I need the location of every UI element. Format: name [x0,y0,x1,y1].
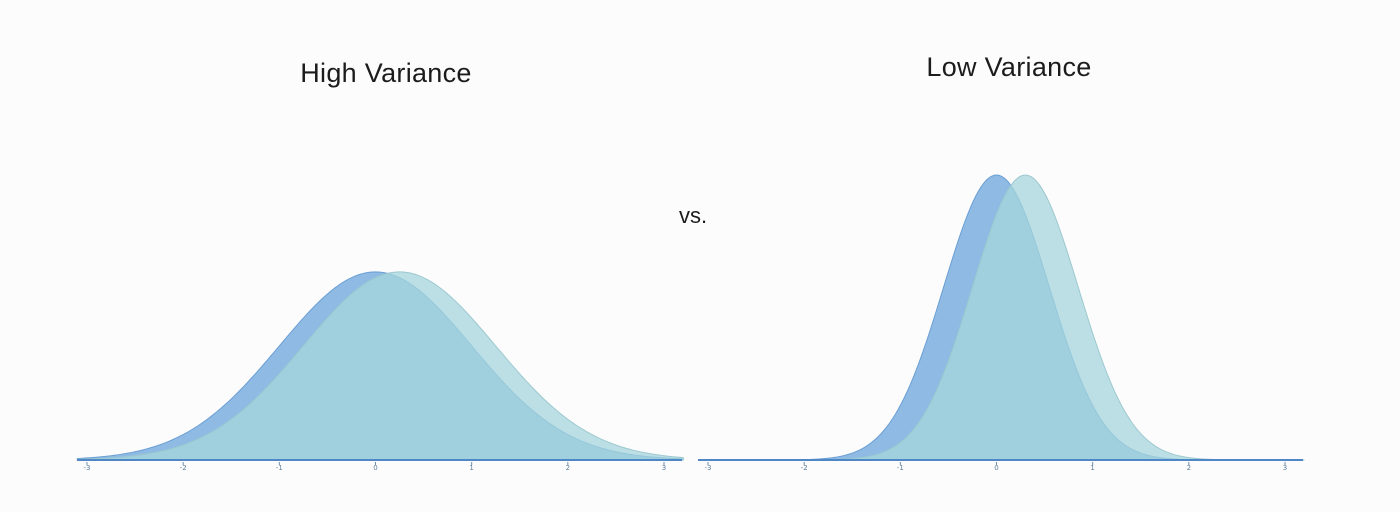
x-tick-label: 0 [994,464,998,472]
low-variance-chart: -3 -2 -1 0 1 2 3 [698,174,1305,472]
high-variance-chart: -3 -2 -1 0 1 2 3 [76,271,684,472]
x-tick-label: 0 [373,464,377,472]
x-tick-label: 1 [469,464,473,472]
series-1-area [76,271,684,461]
x-tick-label: 3 [1283,464,1287,472]
x-tick-label: -2 [801,464,808,472]
x-tick-label: 2 [566,464,570,472]
x-tick-label: -2 [180,464,187,472]
series-1-area [698,174,1305,461]
x-tick-label: 2 [1187,464,1191,472]
x-tick-label: -3 [84,464,91,472]
high-variance-title: High Variance [300,58,472,88]
x-tick-label: 1 [1090,464,1094,472]
x-tick-label: -3 [705,464,712,472]
x-tick-label: -1 [276,464,283,472]
x-tick-label: 3 [662,464,666,472]
low-variance-title: Low Variance [926,52,1092,82]
vs-label: vs. [679,203,708,228]
x-tick-label: -1 [897,464,904,472]
